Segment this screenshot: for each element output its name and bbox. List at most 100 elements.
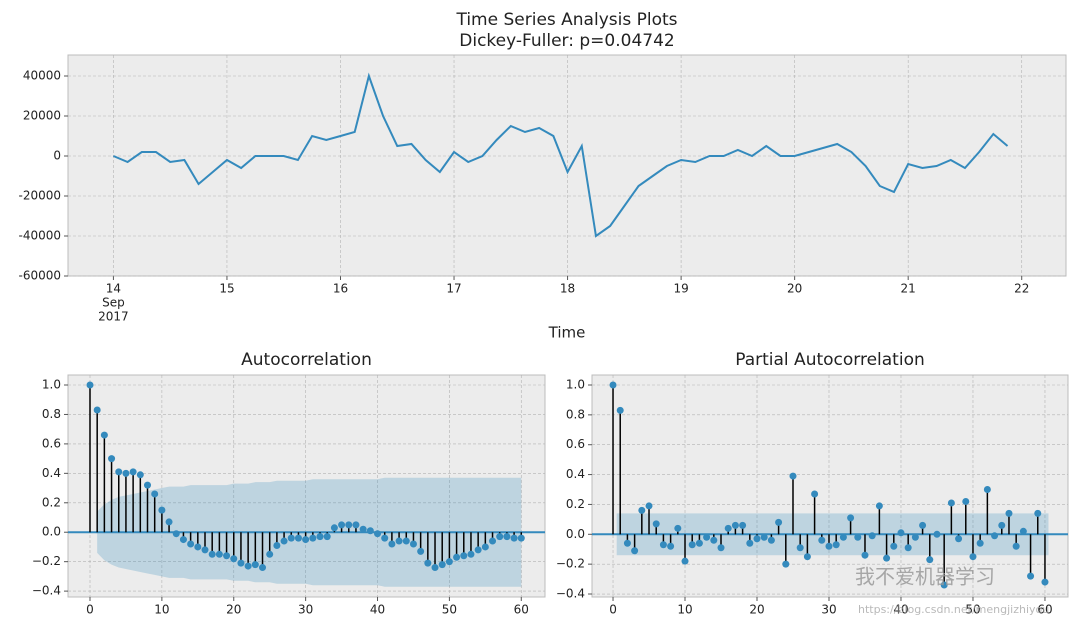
stem-marker [194,543,202,551]
stem-marker [201,546,209,554]
y-tick-label: 0.0 [566,527,585,541]
stem-marker [897,529,905,537]
stem-marker [496,533,504,541]
chart-title: Time Series Analysis Plots [455,10,677,30]
x-tick-label: 0 [609,603,617,617]
stem-marker [86,381,94,389]
watermark-url: https://blog.csdn.net/mengjizhiyou [858,603,1049,616]
x-tick-label: 21 [901,282,916,296]
stem-marker [1019,527,1027,535]
chart-title: Autocorrelation [241,350,372,370]
x-tick-label: 60 [514,603,529,617]
stem-marker [724,524,732,532]
stem-marker [667,542,675,550]
stem-marker [616,406,624,414]
y-tick-label: 40000 [23,69,61,83]
x-tick-label: 22 [1014,282,1029,296]
stem-marker [760,533,768,541]
stem-marker [731,521,739,529]
x-tick-sublabel: 2017 [98,310,129,324]
stem-marker [832,541,840,549]
stem-marker [330,524,338,532]
stem-marker [796,544,804,552]
y-tick-label: 0.2 [566,497,585,511]
y-tick-label: 0.8 [42,407,61,421]
x-tick-label: 50 [442,603,457,617]
stem-marker [287,534,295,542]
stem-marker [93,406,101,414]
stem-marker [746,539,754,547]
y-tick-label: -60000 [18,269,61,283]
stem-marker [208,550,216,558]
stem-marker [460,552,468,560]
y-tick-label: 0.2 [42,495,61,509]
stem-marker [266,550,274,558]
stem-marker [652,520,660,528]
stem-marker [695,539,703,547]
chart-subtitle: Dickey-Fuller: p=0.04742 [459,31,674,51]
x-tick-label: 19 [673,282,688,296]
stem-marker [969,553,977,561]
stem-marker [489,537,497,545]
stem-marker [417,547,425,555]
x-tick-label: 20 [749,603,764,617]
x-tick-label: 40 [370,603,385,617]
watermark: 我不爱机器学习 [855,565,995,589]
stem-marker [623,539,631,547]
y-tick-label: 0.4 [566,467,585,481]
stem-marker [136,471,144,479]
x-tick-label: 30 [298,603,313,617]
y-tick-label: 0.8 [566,407,585,421]
stem-marker [890,542,898,550]
x-axis-label: Time [548,324,586,342]
stem-marker [517,534,525,542]
stem-marker [926,556,934,564]
stem-marker [108,455,116,463]
stem-marker [782,560,790,568]
x-tick-label: 18 [560,282,575,296]
stem-marker [510,534,518,542]
stem-marker [803,553,811,561]
stem-marker [883,554,891,562]
y-tick-label: 0.4 [42,466,61,480]
stem-marker [402,537,410,545]
y-tick-label: -40000 [18,229,61,243]
stem-marker [244,562,252,570]
stem-marker [338,521,346,529]
stem-marker [767,536,775,544]
stem-marker [409,540,417,548]
stem-marker [739,521,747,529]
plot-area [67,54,1067,277]
stem-marker [453,553,461,561]
stem-marker [165,518,173,526]
stem-marker [280,537,288,545]
stem-marker [345,521,353,529]
stem-marker [1027,572,1035,580]
stem-marker [158,506,166,514]
stem-marker [115,468,123,476]
stem-marker [467,550,475,558]
stem-marker [1041,578,1049,586]
x-tick-label: 60 [1037,603,1052,617]
x-tick-label: 20 [226,603,241,617]
stem-marker [962,497,970,505]
stem-marker [991,532,999,540]
stem-marker [215,550,223,558]
stem-marker [366,527,374,535]
stem-marker [122,469,130,477]
stem-marker [395,537,403,545]
stem-marker [875,502,883,510]
stem-marker [237,559,245,567]
stem-marker [818,536,826,544]
x-tick-label: 30 [821,603,836,617]
x-tick-label: 15 [219,282,234,296]
x-tick-label: 17 [446,282,461,296]
y-tick-label: −0.4 [32,584,61,598]
stem-marker [983,486,991,494]
stem-marker [481,543,489,551]
stem-marker [789,472,797,480]
stem-marker [904,544,912,552]
stem-marker [438,561,446,569]
stem-marker [638,506,646,514]
stem-marker [381,534,389,542]
